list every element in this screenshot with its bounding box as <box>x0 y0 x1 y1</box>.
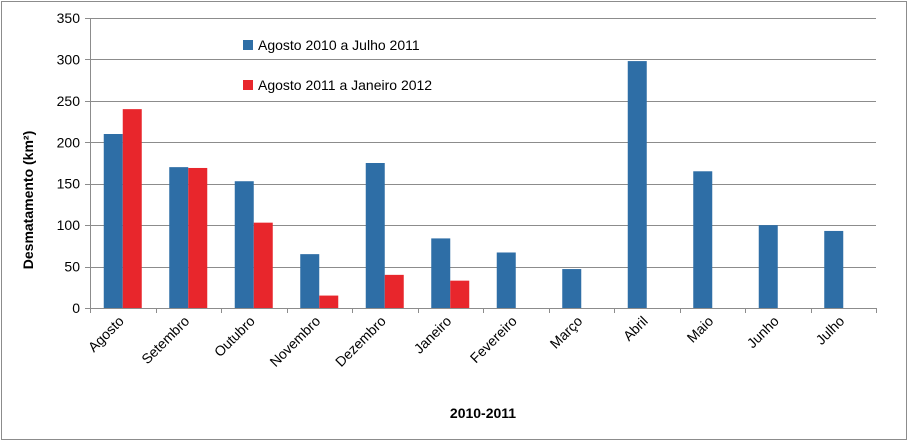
y-tick-labels: 0 50 100 150 200 250 300 350 <box>57 10 81 316</box>
x-tick-label: Agosto <box>85 313 127 355</box>
bar-series-2 <box>188 167 208 308</box>
y-tick-label: 350 <box>57 10 81 26</box>
y-tick-label: 300 <box>57 51 81 67</box>
y-tick-label: 0 <box>72 300 80 316</box>
y-tick-label: 200 <box>57 134 81 150</box>
x-axis-title: 2010-2011 <box>450 405 516 421</box>
bar-series-1 <box>758 225 778 308</box>
legend-label: Agosto 2011 a Janeiro 2012 <box>258 77 432 93</box>
bars <box>103 61 844 309</box>
x-tick-labels: Agosto Setembro Outubro Novembro Dezembro Jan… <box>85 313 848 370</box>
x-tick-label: Julho <box>812 313 847 348</box>
bar-series-1 <box>431 238 451 308</box>
x-tick-label: Novembro <box>266 313 323 370</box>
bar-series-2 <box>384 274 404 308</box>
bar-series-1 <box>300 254 320 308</box>
legend-label: Agosto 2010 a Julho 2011 <box>258 37 420 53</box>
bar-series-1 <box>693 171 713 308</box>
y-axis-title: Desmatamento (km²) <box>20 131 36 269</box>
gridlines <box>90 18 876 268</box>
bar-series-2 <box>253 222 273 308</box>
bar-series-1 <box>234 181 254 308</box>
legend-swatch <box>243 40 253 50</box>
legend-swatch <box>243 80 253 90</box>
bar-series-2 <box>450 280 470 308</box>
y-tick-label: 50 <box>64 259 80 275</box>
y-tick-label: 100 <box>57 217 81 233</box>
y-tick-label: 150 <box>57 176 81 192</box>
bar-series-2 <box>319 295 339 308</box>
legend: Agosto 2010 a Julho 2011 Agosto 2011 a Ja… <box>243 37 432 93</box>
bar-series-1 <box>365 163 385 308</box>
y-tick-label: 250 <box>57 93 81 109</box>
bar-series-1 <box>562 269 582 308</box>
bar-series-1 <box>103 134 123 308</box>
x-tick-label: Dezembro <box>332 313 389 370</box>
bar-series-1 <box>169 167 189 308</box>
x-tick-label: Fevereiro <box>467 313 520 366</box>
x-tick-label: Janeiro <box>411 313 455 357</box>
axes <box>85 18 877 313</box>
x-tick-label: Outubro <box>211 313 258 360</box>
bar-series-1 <box>627 61 647 309</box>
bar-series-1 <box>824 230 844 308</box>
x-tick-label: Setembro <box>138 313 192 367</box>
x-tick-label: Abril <box>620 313 651 344</box>
x-tick-label: Março <box>547 313 586 352</box>
bar-series-1 <box>496 252 516 308</box>
x-tick-label: Junho <box>744 313 782 351</box>
x-tick-label: Maio <box>684 313 717 346</box>
bar-series-2 <box>122 109 142 309</box>
